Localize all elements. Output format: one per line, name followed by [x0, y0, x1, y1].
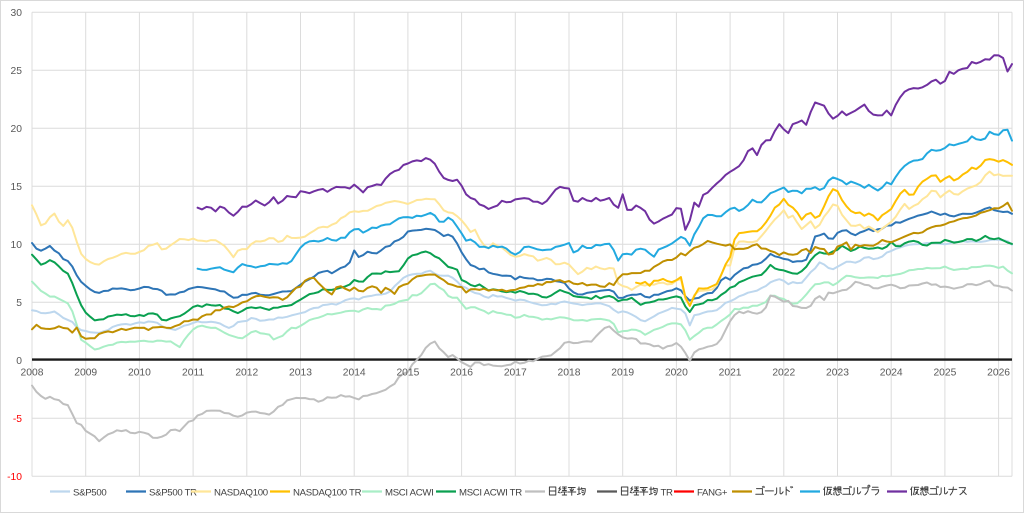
svg-text:30: 30	[11, 8, 23, 19]
svg-text:5: 5	[16, 298, 22, 309]
svg-text:2013: 2013	[289, 368, 312, 379]
svg-text:NASDAQ100: NASDAQ100	[214, 487, 268, 498]
svg-text:2021: 2021	[719, 368, 742, 379]
svg-text:2026: 2026	[987, 368, 1010, 379]
svg-text:2008: 2008	[21, 368, 44, 379]
svg-text:FANG+: FANG+	[697, 487, 728, 498]
svg-text:MSCI ACWI: MSCI ACWI	[385, 487, 433, 498]
svg-text:2009: 2009	[74, 368, 97, 379]
svg-text:-5: -5	[13, 414, 22, 425]
svg-text:2011: 2011	[182, 368, 204, 379]
svg-text:10: 10	[11, 240, 23, 251]
svg-text:2022: 2022	[772, 368, 795, 379]
svg-text:2018: 2018	[558, 368, 581, 379]
svg-text:25: 25	[11, 66, 23, 77]
svg-text:2015: 2015	[396, 368, 419, 379]
svg-text:2014: 2014	[343, 368, 366, 379]
svg-text:2025: 2025	[933, 368, 956, 379]
svg-text:S&P500 TR: S&P500 TR	[149, 487, 197, 498]
svg-text:2019: 2019	[611, 368, 634, 379]
svg-text:15: 15	[11, 182, 23, 193]
svg-text:2023: 2023	[826, 368, 849, 379]
svg-text:MSCI ACWI TR: MSCI ACWI TR	[459, 487, 522, 498]
svg-text:20: 20	[11, 124, 23, 135]
svg-text:2010: 2010	[128, 368, 151, 379]
svg-text:NASDAQ100 TR: NASDAQ100 TR	[293, 487, 362, 498]
svg-text:0: 0	[16, 356, 22, 367]
svg-text:2020: 2020	[665, 368, 688, 379]
svg-text:S&P500: S&P500	[73, 487, 106, 498]
svg-text:-10: -10	[7, 472, 22, 483]
svg-text:2016: 2016	[450, 368, 473, 379]
svg-text:2017: 2017	[504, 368, 527, 379]
svg-text:2024: 2024	[880, 368, 903, 379]
svg-text:TR: TR	[661, 487, 674, 498]
svg-text:2012: 2012	[235, 368, 258, 379]
